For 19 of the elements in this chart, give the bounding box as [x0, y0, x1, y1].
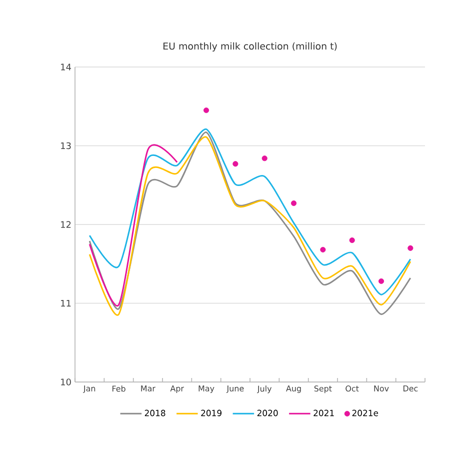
y-tick-label: 12: [61, 221, 71, 228]
y-tick-label: 10: [61, 378, 71, 386]
point: [262, 156, 268, 162]
point: [349, 237, 355, 244]
chart-title: EU monthly milk collection (million t): [163, 42, 337, 52]
legend-label: 2021e: [352, 410, 378, 416]
y-tick-label: 14: [61, 64, 71, 70]
y-tick-label: 13: [61, 142, 71, 150]
point: [408, 245, 414, 251]
point: [232, 161, 238, 167]
legend-label: 2021: [314, 410, 334, 416]
legend-label: 2019: [201, 410, 222, 416]
point: [203, 108, 210, 114]
y-tick-label: 11: [61, 300, 71, 306]
legend-label: 2020: [257, 410, 278, 416]
point: [290, 200, 297, 206]
point: [378, 278, 384, 284]
point: [320, 246, 326, 252]
legend-label: 2018: [144, 410, 166, 416]
